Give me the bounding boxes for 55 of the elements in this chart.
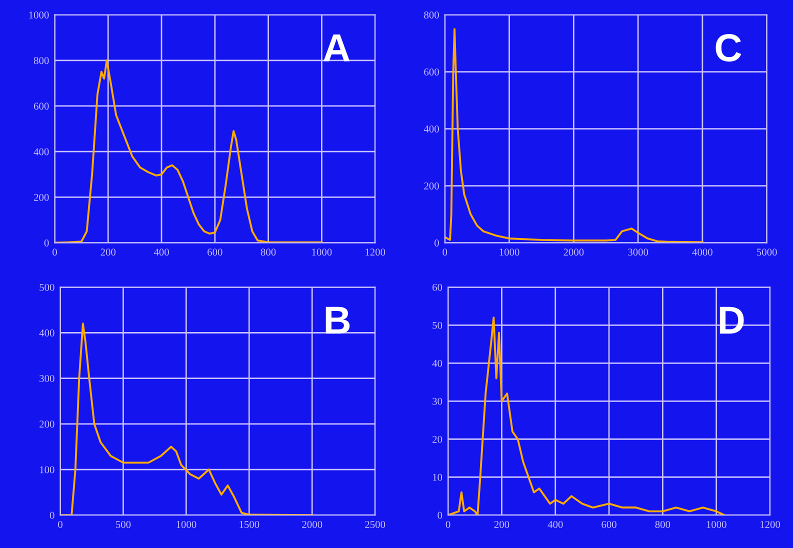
x-tick-label: 1200 (760, 520, 780, 528)
y-tick-label: 0 (50, 512, 54, 519)
x-tick-label: 500 (116, 520, 131, 528)
y-tick-label: 60 (432, 284, 442, 291)
y-tick-label: 600 (424, 68, 439, 76)
line-series (54, 59, 323, 243)
x-tick-label: 800 (260, 248, 276, 256)
y-tick-label: 400 (424, 125, 439, 132)
x-tick-label: 2000 (302, 520, 322, 528)
y-tick-label: 200 (34, 194, 49, 201)
x-tick-label: 4000 (692, 248, 712, 256)
x-tick-label: 600 (208, 248, 222, 256)
chart-title: B (326, 306, 350, 334)
x-tick-label: 200 (100, 248, 116, 256)
y-tick-label: 200 (424, 182, 439, 190)
x-tick-label: 600 (602, 520, 616, 528)
x-tick-label: 2000 (564, 248, 584, 256)
x-tick-label: 1000 (500, 248, 520, 256)
y-tick-label: 0 (438, 512, 442, 519)
chart-title: C (716, 34, 742, 62)
x-tick-label: 800 (655, 520, 670, 528)
y-tick-label: 300 (40, 375, 54, 382)
x-tick-label: 3000 (628, 248, 648, 256)
x-tick-label: 1000 (706, 520, 726, 528)
x-tick-label: 0 (446, 520, 450, 528)
y-tick-label: 400 (39, 329, 54, 336)
x-tick-label: 400 (548, 520, 563, 528)
x-tick-label: 0 (58, 520, 62, 528)
y-tick-label: 20 (432, 436, 442, 443)
y-tick-label: 800 (424, 11, 439, 19)
y-tick-label: 400 (34, 148, 49, 156)
x-tick-label: 5000 (757, 248, 777, 256)
y-tick-label: 600 (34, 102, 49, 110)
y-tick-label: 30 (432, 398, 442, 405)
x-tick-label: 1200 (366, 248, 386, 256)
x-tick-label: 1000 (312, 248, 332, 256)
line-series (444, 28, 704, 243)
y-tick-label: 1000 (29, 11, 49, 19)
y-tick-label: 40 (432, 360, 442, 367)
y-tick-label: 0 (44, 239, 49, 246)
chart-title: A (324, 34, 350, 62)
y-tick-label: 10 (432, 474, 442, 481)
y-tick-label: 800 (34, 57, 49, 64)
line-series (60, 322, 314, 516)
x-tick-label: 400 (154, 248, 169, 256)
y-tick-label: 500 (40, 284, 54, 291)
x-tick-label: 200 (494, 520, 510, 528)
x-tick-label: 0 (442, 248, 448, 256)
y-tick-label: 200 (40, 420, 54, 428)
x-tick-label: 1500 (240, 520, 260, 528)
y-tick-label: 100 (40, 466, 54, 474)
x-tick-label: 2500 (365, 520, 386, 528)
y-tick-label: 0 (434, 239, 439, 246)
x-tick-label: 1000 (176, 520, 196, 528)
y-tick-label: 50 (432, 322, 442, 329)
